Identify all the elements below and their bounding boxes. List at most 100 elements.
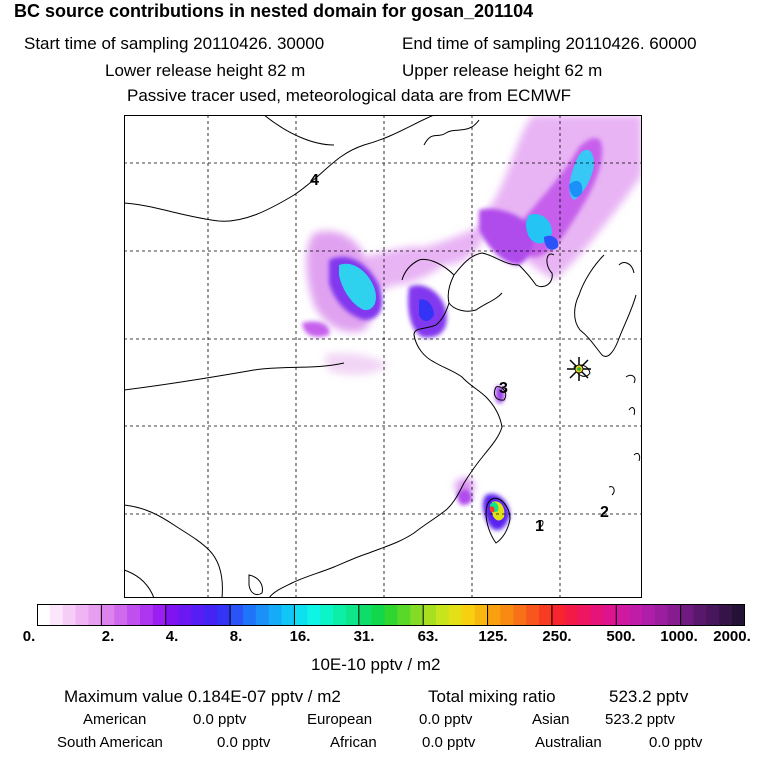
colorbar-swatch [564, 604, 579, 626]
colorbar-swatch [629, 604, 643, 626]
source-name-south-american: South American [57, 734, 163, 751]
plot-title: BC source contributions in nested domain… [14, 1, 534, 21]
colorbar-swatch [371, 604, 386, 626]
colorbar-swatch [217, 604, 231, 626]
colorbar-swatch [204, 604, 218, 626]
colorbar-tick-label: 16. [289, 628, 311, 645]
total-mixing-ratio-value: 523.2 pptv [609, 687, 689, 706]
colorbar-swatch [642, 604, 656, 626]
color-scale-bar [37, 604, 745, 626]
colorbar-swatch [268, 604, 283, 626]
maximum-value-label: Maximum value 0.184E-07 pptv / m2 [64, 687, 341, 706]
colorbar-swatch [513, 604, 527, 626]
source-name-asian: Asian [532, 711, 570, 728]
colorbar-swatch [294, 604, 308, 626]
upper-release-height-label: Upper release height 62 m [402, 61, 603, 80]
colorbar-tick-label: 250. [542, 628, 572, 645]
colorbar-swatch [680, 604, 695, 626]
colorbar-swatch [693, 604, 707, 626]
colorbar-swatch [719, 604, 733, 626]
colorbar-swatch [178, 604, 193, 626]
colorbar-swatch [114, 604, 128, 626]
colorbar-swatch [255, 604, 270, 626]
colorbar-swatch [307, 604, 321, 626]
colorbar-swatch [127, 604, 141, 626]
colorbar-swatch [397, 604, 411, 626]
source-name-american: American [83, 711, 147, 728]
colorbar-swatch [320, 604, 334, 626]
source-value-american: 0.0 pptv [193, 711, 247, 728]
colorbar-swatch [436, 604, 450, 626]
colorbar-swatch [577, 604, 592, 626]
colorbar-tick-label: 0. [22, 628, 36, 645]
colorbar-swatch [616, 604, 630, 626]
colorbar-tick-label: 500. [606, 628, 636, 645]
end-time-label: End time of sampling 20110426. 60000 [402, 34, 697, 53]
colorbar-tick-label: 4. [165, 628, 179, 645]
colorbar-swatch [539, 604, 553, 626]
source-value-south-american: 0.0 pptv [217, 734, 271, 751]
colorbar-swatch [667, 604, 682, 626]
colorbar-swatch [461, 604, 476, 626]
source-value-european: 0.0 pptv [419, 711, 473, 728]
tracer-note: Passive tracer used, meteorological data… [127, 86, 572, 105]
colorbar-swatch [230, 604, 244, 626]
colorbar-swatch [474, 604, 489, 626]
region-label-3: 3 [499, 380, 508, 397]
lower-release-height-label: Lower release height 82 m [105, 61, 306, 80]
source-value-african: 0.0 pptv [422, 734, 476, 751]
source-value-australian: 0.0 pptv [649, 734, 703, 751]
colorbar-swatch [500, 604, 514, 626]
colorbar-swatch [487, 604, 502, 626]
colorbar-swatch [333, 604, 347, 626]
map-panel: 4 3 2 1 [124, 115, 642, 598]
colorbar-swatch [551, 604, 566, 626]
colorbar-tick-label: 2000. [713, 628, 751, 645]
concentration-field [302, 115, 642, 531]
region-label-1: 1 [535, 518, 544, 535]
start-time-label: Start time of sampling 20110426. 30000 [24, 34, 325, 53]
coastlines [124, 115, 641, 598]
colorbar-swatch [423, 604, 437, 626]
colorbar-tick-label: 8. [229, 628, 243, 645]
region-label-4: 4 [310, 172, 319, 189]
colorbar-swatch [345, 604, 360, 626]
colorbar-swatch [62, 604, 77, 626]
colorbar-swatch [590, 604, 604, 626]
colorbar-swatch [49, 604, 64, 626]
colorbar-tick-label: 31. [353, 628, 375, 645]
colorbar-swatch [152, 604, 167, 626]
colorbar-swatch [526, 604, 540, 626]
colorbar-swatch [88, 604, 102, 626]
colorbar-tick-label: 125. [478, 628, 508, 645]
colorbar-units: 10E-10 pptv / m2 [311, 655, 441, 674]
colorbar-swatch [654, 604, 669, 626]
colorbar-swatch [242, 604, 257, 626]
region-label-2: 2 [600, 504, 609, 521]
total-mixing-ratio-label: Total mixing ratio [428, 687, 556, 706]
colorbar-swatch [384, 604, 399, 626]
colorbar-swatch [358, 604, 373, 626]
colorbar-swatch [448, 604, 463, 626]
colorbar-swatch [603, 604, 617, 626]
colorbar-tick-label: 1000. [660, 628, 698, 645]
source-name-australian: Australian [535, 734, 602, 751]
colorbar-tick-label: 63. [417, 628, 439, 645]
colorbar-swatch [165, 604, 180, 626]
colorbar-frame [37, 604, 745, 626]
source-name-european: European [307, 711, 373, 728]
colorbar-swatch [37, 604, 51, 626]
lat-lon-grid [124, 115, 642, 598]
colorbar-swatch [410, 604, 424, 626]
star-marker-icon [567, 357, 591, 381]
colorbar-swatch [75, 604, 90, 626]
source-value-asian: 523.2 pptv [605, 711, 676, 728]
colorbar-swatch [281, 604, 296, 626]
colorbar-swatch [732, 604, 745, 626]
colorbar-swatch [191, 604, 205, 626]
source-name-african: African [330, 734, 377, 751]
colorbar-swatch [706, 604, 720, 626]
colorbar-tick-label: 2. [101, 628, 115, 645]
colorbar-swatch [139, 604, 154, 626]
colorbar-swatch [101, 604, 115, 626]
